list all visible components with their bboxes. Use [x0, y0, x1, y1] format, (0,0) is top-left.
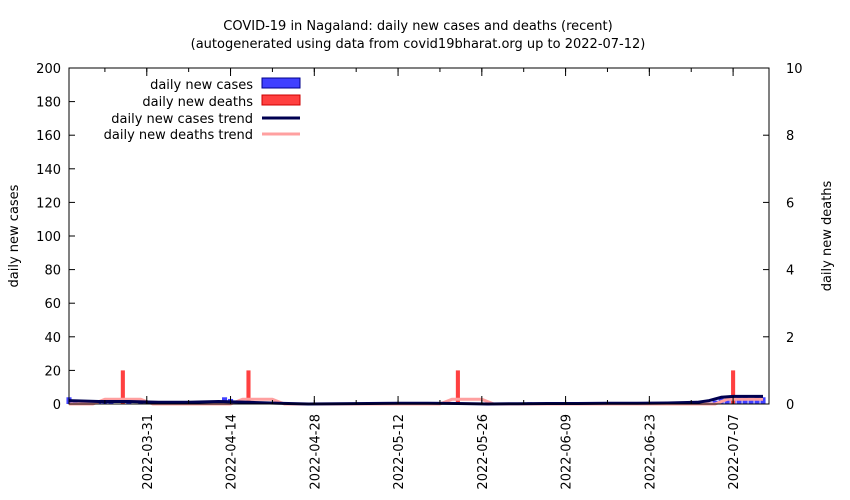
- death-bar: [120, 370, 125, 404]
- legend-cases-label: daily new cases: [150, 78, 253, 93]
- legend-deaths-label: daily new deaths: [142, 95, 253, 110]
- y-tick-label: 140: [36, 163, 61, 178]
- x-tick-label: 2022-06-23: [643, 414, 658, 490]
- y-tick-label: 40: [44, 331, 61, 346]
- x-tick-label: 2022-04-14: [225, 414, 240, 490]
- death-bar: [246, 370, 251, 404]
- chart-subtitle: (autogenerated using data from covid19bh…: [191, 37, 646, 52]
- y-axis-label: daily new cases: [7, 184, 22, 287]
- y2-tick-label: 8: [786, 129, 794, 144]
- y-tick-label: 20: [44, 364, 61, 379]
- legend-cases-swatch: [261, 77, 301, 89]
- plot-marks: [66, 370, 766, 406]
- case-bar: [72, 400, 78, 404]
- x-tick-label: 2022-05-12: [392, 414, 407, 490]
- case-bar: [760, 397, 766, 404]
- cases-trend-line: [68, 394, 763, 406]
- y-tick-label: 180: [36, 96, 61, 111]
- case-bar: [126, 402, 132, 404]
- death-bar: [455, 370, 460, 404]
- legend-deaths-swatch: [261, 94, 301, 106]
- axes: 0 20 40 60 80 100 120 140 160 180 200 0 2 4 6 8 10 2022-0…: [36, 62, 802, 490]
- y-tick-label: 80: [44, 264, 61, 279]
- legend: daily new cases daily new deaths daily n…: [104, 77, 301, 143]
- death-bar: [731, 370, 736, 404]
- y2-tick-label: 4: [786, 264, 794, 279]
- y2-tick-label: 0: [786, 398, 794, 413]
- case-bar: [108, 402, 114, 404]
- y2-tick-label: 10: [786, 62, 803, 77]
- y-tick-label: 200: [36, 62, 61, 77]
- x-tick-label: 2022-04-28: [308, 414, 323, 490]
- y-tick-label: 120: [36, 196, 61, 211]
- case-bar: [712, 400, 718, 404]
- y2-axis-label: daily new deaths: [820, 180, 835, 291]
- x-tick-label: 2022-03-31: [141, 414, 156, 490]
- legend-cases-trend-label: daily new cases trend: [111, 112, 253, 127]
- y2-tick-label: 6: [786, 196, 794, 211]
- case-bar: [748, 398, 754, 404]
- y-tick-label: 160: [36, 129, 61, 144]
- y2-tick-label: 2: [786, 331, 794, 346]
- x-tick-label: 2022-07-07: [727, 414, 742, 490]
- chart-title: COVID-19 in Nagaland: daily new cases an…: [223, 19, 612, 34]
- y-tick-label: 0: [53, 398, 61, 413]
- x-tick-label: 2022-06-09: [560, 414, 575, 490]
- x-tick-label: 2022-05-26: [476, 414, 491, 490]
- y-tick-label: 100: [36, 230, 61, 245]
- legend-deaths-trend-label: daily new deaths trend: [104, 128, 253, 143]
- y-tick-label: 60: [44, 297, 61, 312]
